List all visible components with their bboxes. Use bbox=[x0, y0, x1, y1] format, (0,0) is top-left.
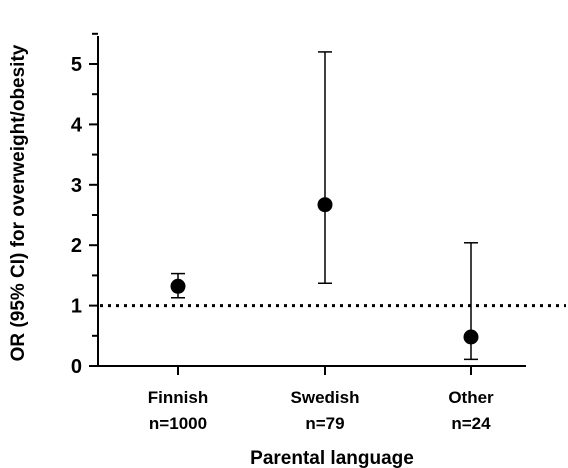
or-point bbox=[170, 278, 186, 294]
plot-marks bbox=[170, 51, 479, 361]
x-category-n: n=24 bbox=[451, 414, 491, 433]
y-tick-label: 4 bbox=[71, 114, 83, 136]
y-tick-label: 1 bbox=[71, 296, 82, 318]
x-category-n: n=79 bbox=[305, 414, 344, 433]
y-tick-label: 2 bbox=[71, 235, 82, 257]
x-category-n: n=1000 bbox=[149, 414, 207, 433]
or-point bbox=[317, 197, 333, 213]
x-category-label: Swedish bbox=[291, 388, 360, 407]
y-axis-title: OR (95% CI) for overweight/obesity bbox=[8, 44, 29, 361]
x-category-label: Other bbox=[448, 388, 494, 407]
y-tick-label: 5 bbox=[71, 54, 82, 76]
x-category-label: Finnish bbox=[148, 388, 208, 407]
x-axis-title: Parental language bbox=[250, 448, 414, 468]
or-point bbox=[463, 329, 479, 345]
y-tick-label: 3 bbox=[71, 175, 82, 197]
tick-labels: 0 1 2 3 4 5 Finnish n=1000 Swedish n=79 Other n=24 bbox=[71, 54, 494, 433]
axes bbox=[89, 32, 526, 375]
y-tick-label: 0 bbox=[71, 356, 82, 378]
